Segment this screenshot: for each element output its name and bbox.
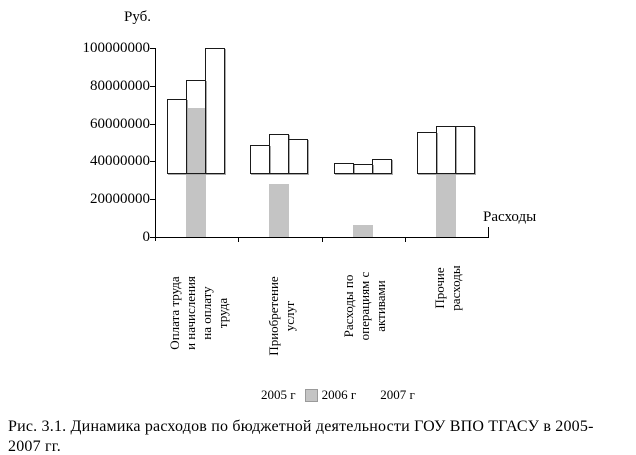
bar-2007 <box>454 126 475 174</box>
bar-2006-outline <box>269 133 290 174</box>
category-label-line: труда <box>214 297 230 329</box>
x-tick <box>321 238 323 242</box>
caption-line-1: Рис. 3.1. Динамика расходов по бюджетной… <box>8 418 594 435</box>
category-label-line: операциям с <box>357 271 373 341</box>
x-tick <box>238 238 240 242</box>
y-tick <box>150 199 155 201</box>
legend-swatch <box>304 388 318 402</box>
legend-label: 2005 г <box>261 387 296 402</box>
bar-2006-gray <box>269 184 290 237</box>
bar-2005 <box>167 99 188 174</box>
x-axis <box>155 237 489 238</box>
plot-area <box>155 48 488 237</box>
category-label-line: услуг <box>281 300 297 332</box>
bar-2006-outline <box>186 80 207 174</box>
category-label-line: Расходы по <box>341 274 357 338</box>
x-axis-end-tick <box>488 227 489 237</box>
legend: 2005 г 2006 г 2007 г <box>246 387 424 403</box>
category-label-line: Приобретение <box>265 276 281 356</box>
y-axis <box>155 48 156 241</box>
category-label: Приобретение услуг <box>266 251 298 381</box>
y-tick-label: 80000000 <box>90 77 150 94</box>
bar-2006-gray <box>352 224 373 237</box>
y-tick-label: 40000000 <box>90 153 150 170</box>
y-tick <box>150 48 155 49</box>
y-axis-title: Руб. <box>124 9 152 25</box>
bar-2007 <box>205 48 226 174</box>
y-tick <box>150 161 155 163</box>
bar-2005 <box>416 132 437 174</box>
category-label: Оплата труда и начисления на оплату труда <box>167 248 231 378</box>
category-label-line: на оплату <box>198 286 214 340</box>
figure-caption: Рис. 3.1. Динамика расходов по бюджетной… <box>8 417 632 455</box>
caption-line-2: 2007 гг. <box>8 438 61 455</box>
y-tick-label: 20000000 <box>90 191 150 208</box>
legend-swatch <box>365 389 377 401</box>
category-label-line: активами <box>373 280 389 332</box>
bar-2007 <box>288 138 309 174</box>
category-label: Прочие расходы <box>432 223 464 353</box>
y-tick <box>150 85 155 87</box>
bar-2007 <box>371 158 392 174</box>
category-label-line: и начисления <box>182 276 198 350</box>
y-tick <box>150 237 155 238</box>
legend-label: 2007 г <box>380 387 415 402</box>
category-label-line: Оплата труда <box>166 276 182 350</box>
y-tick-label: 100000000 <box>82 40 151 56</box>
y-tick-label: 0 <box>142 229 151 245</box>
category-label-line: Прочие <box>432 267 448 309</box>
x-tick <box>404 238 406 242</box>
bar-2005 <box>250 145 271 174</box>
legend-item: 2005 г <box>246 387 296 403</box>
bar-2006-gray <box>435 172 456 237</box>
legend-label: 2006 г <box>321 387 357 402</box>
y-tick <box>150 123 155 125</box>
legend-item: 2006 г <box>304 387 357 403</box>
bar-2006-outline <box>352 164 373 174</box>
legend-swatch <box>246 389 257 401</box>
bar-2006-outline <box>435 126 456 174</box>
y-tick-label: 60000000 <box>90 115 150 132</box>
bar-2005 <box>333 163 354 174</box>
legend-item: 2007 г <box>365 387 415 403</box>
category-label-line: расходы <box>448 265 464 311</box>
x-axis-title: Расходы <box>483 209 537 225</box>
category-label: Расходы по операциям с активами <box>341 241 389 371</box>
